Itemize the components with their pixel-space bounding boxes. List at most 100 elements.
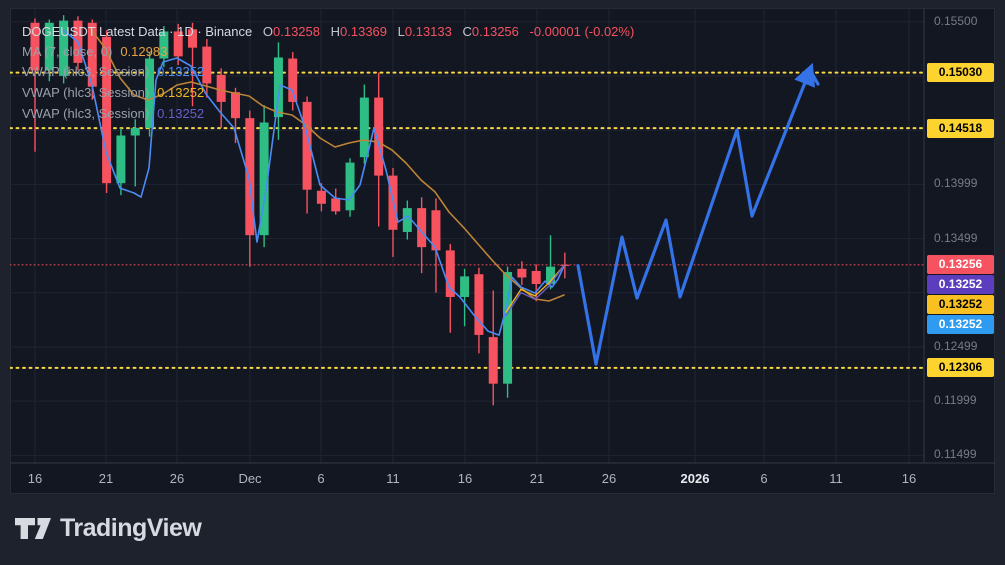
vwap-purple-line bbox=[505, 264, 565, 317]
candle-body bbox=[431, 210, 441, 251]
price-tick-label: 0.11499 bbox=[934, 447, 977, 462]
time-axis[interactable]: 16 21 26 Dec 6 11 16 21 26 2026 6 11 16 bbox=[10, 469, 924, 493]
candle-body bbox=[474, 274, 484, 335]
candle-body bbox=[216, 74, 226, 102]
price-axis[interactable]: 0.15500 0.13999 0.13499 0.12499 0.11999 0.114… bbox=[926, 8, 1005, 464]
candle-body bbox=[359, 97, 369, 158]
vwap-blue-line bbox=[62, 29, 565, 336]
open-label: O bbox=[262, 24, 273, 39]
candle-body bbox=[331, 198, 341, 212]
time-tick-label: 16 bbox=[457, 471, 473, 486]
time-tick-label: 21 bbox=[98, 471, 114, 486]
indicator-label: VWAP (hlc3, Session) bbox=[22, 64, 150, 79]
close-label: C bbox=[462, 24, 472, 39]
candle-body bbox=[188, 29, 198, 48]
price-tick-label: 0.15500 bbox=[934, 13, 978, 28]
candle-body bbox=[417, 208, 427, 248]
time-tick-label: 2026 bbox=[680, 471, 710, 486]
candle-body bbox=[245, 118, 255, 236]
candle-body bbox=[517, 268, 527, 278]
candle-body bbox=[560, 264, 570, 266]
indicator-label: VWAP (hlc3, Session) bbox=[22, 85, 150, 100]
candle-body bbox=[87, 22, 97, 87]
candle-body bbox=[59, 20, 69, 76]
close-value: 0.13256 bbox=[471, 24, 519, 39]
candle-body bbox=[173, 31, 183, 57]
indicator-legend-row[interactable]: VWAP (hlc3, Session) 0.13252 bbox=[22, 63, 634, 84]
high-label: H bbox=[330, 24, 341, 39]
indicator-value: 0.13252 bbox=[157, 64, 205, 79]
candle-body bbox=[116, 135, 126, 184]
indicator-label: MA (7, close, 0) bbox=[22, 44, 113, 59]
open-value: 0.13258 bbox=[273, 24, 320, 39]
candle-body bbox=[102, 36, 112, 184]
candle-body bbox=[546, 266, 556, 284]
high-value: 0.13369 bbox=[340, 24, 388, 39]
candle-body bbox=[273, 57, 283, 118]
indicator-value: 0.13252 bbox=[157, 106, 205, 121]
candle-body bbox=[531, 270, 541, 284]
candle-body bbox=[202, 46, 212, 84]
price-badge-indicator: 0.13252 bbox=[927, 275, 994, 295]
candle-body bbox=[460, 276, 470, 297]
price-badge-indicator: 0.13252 bbox=[927, 295, 994, 315]
symbol-title: DOGEUSDT Latest Data · 1D · Binance bbox=[22, 24, 253, 39]
price-badge-indicator: 0.13252 bbox=[927, 315, 994, 335]
time-tick-label: 16 bbox=[901, 471, 917, 486]
price-tick-label: 0.13499 bbox=[934, 230, 978, 245]
candle-body bbox=[159, 31, 169, 59]
symbol-legend-row[interactable]: DOGEUSDT Latest Data · 1D · Binance O0.1… bbox=[22, 23, 634, 43]
projection-tail bbox=[808, 68, 820, 86]
change-value: -0.00001 (-0.02%) bbox=[529, 24, 635, 39]
tradingview-logo[interactable]: TradingView bbox=[15, 514, 202, 543]
candle-body bbox=[30, 22, 40, 71]
candle-body bbox=[345, 162, 355, 211]
time-tick-label: 21 bbox=[529, 471, 545, 486]
chart-pane[interactable] bbox=[10, 8, 995, 494]
candle-body bbox=[230, 92, 240, 119]
time-tick-label: 26 bbox=[169, 471, 185, 486]
indicator-label: VWAP (hlc3, Session) bbox=[22, 106, 150, 121]
indicator-value: 0.13252 bbox=[157, 85, 205, 100]
candle-body bbox=[374, 97, 384, 176]
candle-body bbox=[288, 58, 298, 102]
vwap-orange-line bbox=[505, 264, 565, 313]
price-tick-label: 0.13999 bbox=[934, 176, 978, 191]
candle-body bbox=[130, 127, 140, 136]
projection-line bbox=[576, 62, 815, 366]
candle-body bbox=[145, 58, 155, 128]
price-badge-level: 0.15030 bbox=[927, 63, 994, 83]
candle-body bbox=[302, 101, 312, 190]
low-value: 0.13133 bbox=[404, 24, 452, 39]
price-badge-current: 0.13256 bbox=[927, 255, 994, 275]
low-label: L bbox=[397, 24, 405, 39]
price-badge-level: 0.12306 bbox=[927, 358, 994, 378]
ma-7-line bbox=[89, 27, 565, 302]
indicator-legend-row[interactable]: VWAP (hlc3, Session) 0.13252 bbox=[22, 84, 634, 105]
indicator-value: 0.12983 bbox=[120, 44, 168, 59]
indicator-legend-rows: MA (7, close, 0) 0.12983 VWAP (hlc3, Sessi… bbox=[22, 43, 634, 126]
candle-body bbox=[316, 190, 326, 204]
candle-body bbox=[488, 337, 498, 384]
candle-body bbox=[44, 22, 54, 71]
candlestick-chart[interactable] bbox=[10, 8, 996, 494]
candle-body bbox=[259, 122, 269, 236]
price-badge-level: 0.14518 bbox=[927, 118, 994, 138]
chart-legend: DOGEUSDT Latest Data · 1D · Binance O0.1… bbox=[22, 23, 634, 126]
time-tick-label: 6 bbox=[760, 471, 768, 486]
candle-body bbox=[402, 208, 412, 232]
indicator-legend-row[interactable]: VWAP (hlc3, Session) 0.13252 bbox=[22, 105, 634, 126]
time-tick-label: 26 bbox=[601, 471, 617, 486]
time-tick-label: 11 bbox=[386, 471, 400, 486]
time-tick-label: Dec bbox=[238, 471, 262, 486]
time-tick-label: 16 bbox=[27, 471, 43, 486]
price-tick-label: 0.12499 bbox=[934, 338, 978, 353]
time-tick-label: 11 bbox=[829, 471, 843, 486]
candle-body bbox=[445, 250, 455, 297]
tradingview-logo-text: TradingView bbox=[60, 514, 202, 542]
indicator-legend-row[interactable]: MA (7, close, 0) 0.12983 bbox=[22, 43, 634, 63]
time-tick-label: 6 bbox=[317, 471, 325, 486]
price-tick-label: 0.11999 bbox=[934, 393, 977, 408]
tradingview-logo-icon bbox=[15, 518, 51, 539]
